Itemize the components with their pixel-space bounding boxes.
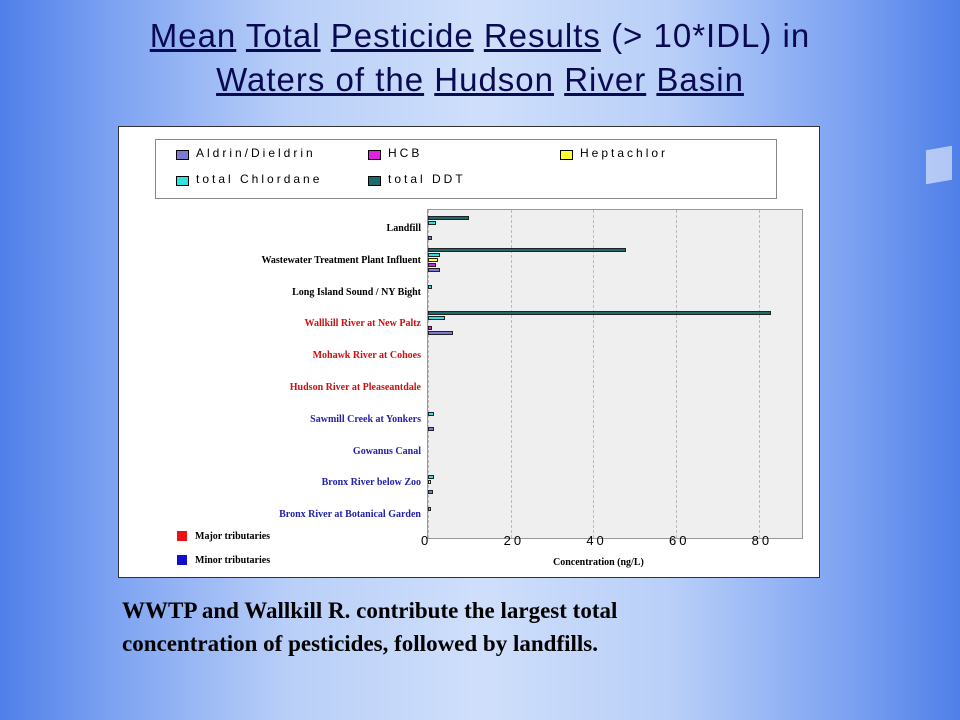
category-label: Wallkill River at New Paltz (304, 318, 421, 330)
x-tick-label: 20 (503, 533, 525, 548)
category-label: Long Island Sound / NY Bight (292, 286, 421, 298)
slide-caption: WWTP and Wallkill R. contribute the larg… (122, 594, 842, 660)
major-tributary-label: Major tributaries (195, 531, 271, 542)
category-label: Mohawk River at Cohoes (312, 350, 421, 362)
title-word: River (564, 61, 647, 98)
grid-line (428, 210, 429, 538)
minor-tributary-swatch (177, 555, 187, 565)
x-tick-label: 40 (586, 533, 607, 548)
chart-container: Aldrin/Dieldrin HCB Heptachlor total Chl… (118, 126, 820, 578)
bar-heptachlor (428, 257, 439, 262)
bar-aldrin-dieldrin (428, 236, 433, 240)
title-word: Total (245, 17, 321, 54)
category-label: Bronx River below Zoo (321, 477, 421, 489)
legend: Aldrin/Dieldrin HCB Heptachlor total Chl… (155, 139, 777, 199)
category-label: Sawmill Creek at Yonkers (310, 413, 421, 425)
category-label: Hudson River at Pleaseantdale (289, 381, 421, 393)
legend-swatch-chlordane (176, 176, 189, 186)
title-word: Results (483, 17, 601, 54)
legend-swatch-aldrin (176, 150, 189, 160)
bar-aldrin-dieldrin (428, 331, 453, 336)
bar-total-chlordane (428, 252, 441, 257)
bar-total-ddt (428, 216, 470, 220)
grid-line (510, 210, 512, 538)
title-word: Pesticide (330, 17, 474, 54)
legend-label-heptachlor: Heptachlor (580, 146, 669, 160)
grid-line (676, 210, 677, 538)
legend-label-chlordane: total Chlordane (196, 172, 323, 186)
title-word: Mean (149, 17, 237, 54)
grid-line (758, 210, 760, 538)
legend-label-aldrin: Aldrin/Dieldrin (196, 146, 316, 160)
bar-aldrin-dieldrin (428, 490, 433, 495)
legend-swatch-hcb (368, 150, 381, 160)
category-label: Gowanus Canal (352, 445, 421, 457)
caption-line-1: WWTP and Wallkill R. contribute the larg… (122, 598, 618, 623)
title-word: Waters of the (216, 61, 425, 98)
bar-total-chlordane (428, 284, 433, 289)
title-line-2: Waters of the Hudson River Basin (0, 58, 960, 102)
legend-swatch-heptachlor (560, 150, 573, 160)
x-axis-label: Concentration (ng/L) (553, 557, 644, 568)
x-tick-label: 80 (751, 533, 773, 548)
bar-total-chlordane (428, 475, 435, 480)
title-line-1: Mean Total Pesticide Results (> 10*IDL) … (0, 14, 960, 58)
bar-total-chlordane (428, 411, 435, 416)
category-label: Bronx River at Botanical Garden (279, 509, 421, 521)
bar-aldrin-dieldrin (428, 426, 435, 431)
plot-area (427, 209, 803, 539)
category-label: Landfill (386, 222, 421, 234)
legend-label-hcb: HCB (388, 146, 423, 160)
bar-hcb (428, 262, 437, 267)
legend-swatch-ddt (368, 176, 381, 186)
title-word: Basin (656, 61, 744, 98)
caption-line-2: concentration of pesticides, followed by… (122, 631, 598, 656)
major-tributary-swatch (177, 531, 187, 541)
slide-title: Mean Total Pesticide Results (> 10*IDL) … (0, 14, 960, 102)
bar-total-chlordane (428, 316, 445, 321)
decorative-stripe (926, 145, 952, 185)
bar-total-ddt (428, 247, 627, 252)
x-tick-label: 0 (421, 533, 432, 548)
grid-line (593, 210, 595, 538)
legend-label-ddt: total DDT (388, 172, 466, 186)
bar-heptachlor (428, 480, 432, 485)
bar-hcb (428, 326, 433, 331)
category-label: Wastewater Treatment Plant Influent (261, 254, 421, 266)
title-word: (> 10*IDL) in (611, 17, 811, 54)
bar-aldrin-dieldrin (428, 267, 441, 272)
bar-total-ddt (428, 311, 772, 316)
x-tick-label: 60 (669, 533, 690, 548)
title-word: Hudson (434, 61, 555, 98)
bar-total-chlordane (428, 221, 437, 225)
bar-total-chlordane (428, 507, 431, 512)
minor-tributary-label: Minor tributaries (195, 555, 271, 566)
